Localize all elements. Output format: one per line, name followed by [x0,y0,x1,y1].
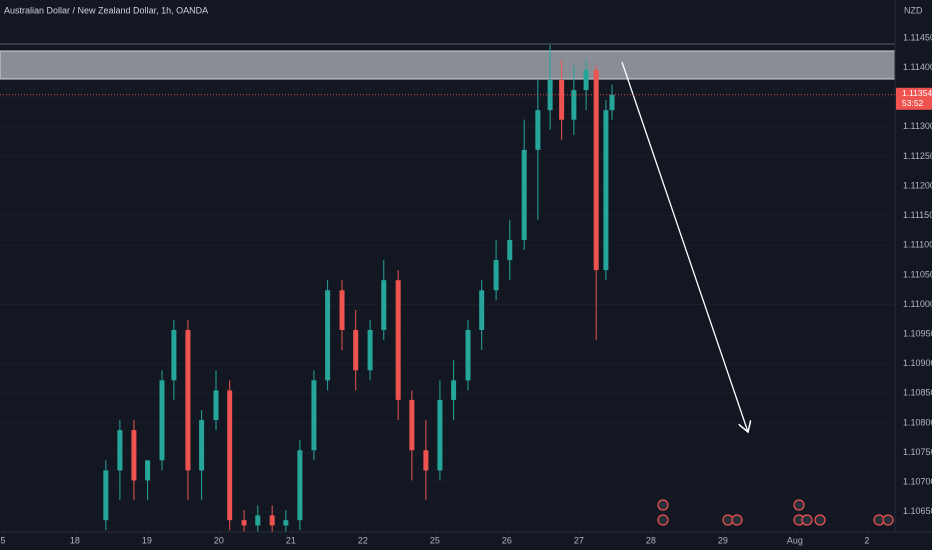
candle-body [423,450,429,471]
candle-body [283,520,289,526]
candle-body [325,290,331,381]
x-tick-label: 29 [718,535,728,545]
y-tick-label: 1.11400 [903,62,932,72]
candle-body [159,380,165,461]
candle-body [117,430,123,471]
candle-body [465,329,471,381]
candle-body [381,280,387,330]
candle-body [255,515,261,526]
candle-body [227,390,233,521]
candle-body [297,450,303,521]
grid [0,37,895,535]
x-tick-label: Aug [787,535,803,545]
candle-body [241,520,247,526]
event-icons [657,499,894,526]
candle-body [199,420,205,471]
candle-body [269,515,275,526]
x-tick-label: 5 [0,535,5,545]
candle-body [131,430,137,481]
chart-title: Australian Dollar / New Zealand Dollar, … [4,5,208,15]
candle-body [145,460,151,481]
candle-body [171,329,177,381]
y-tick-label: 1.10650 [903,506,932,516]
candle-body [559,79,565,120]
x-tick-label: 2 [864,535,869,545]
candle-body [521,149,527,240]
x-tick-label: 27 [574,535,584,545]
candles [103,45,615,532]
y-tick-label: 1.11000 [903,299,932,309]
countdown-label: 53:52 [902,98,924,108]
x-tick-label: 20 [214,535,224,545]
y-tick-label: 1.11100 [903,240,932,250]
candle-body [185,329,191,471]
y-tick-label: 1.11250 [903,151,932,161]
resistance-zone [0,50,896,80]
candle-body [583,69,589,91]
candle-body [103,470,109,521]
x-tick-label: 19 [142,535,152,545]
candle-body [409,399,415,451]
currency-label: NZD [904,5,923,15]
candle-body [311,380,317,451]
candle-body [593,69,599,271]
candle-body [339,290,345,330]
candle-body [395,280,401,400]
x-tick-label: 21 [286,535,296,545]
last-price-label: 1.11354 [902,88,932,98]
candle-body [493,260,499,291]
candle-body [571,90,577,120]
y-tick-label: 1.10700 [903,477,932,487]
y-tick-label: 1.10750 [903,447,932,457]
candle-body [535,110,541,150]
candle-body [507,239,513,261]
y-tick-label: 1.10950 [903,329,932,339]
candle-body [451,380,457,400]
y-tick-label: 1.11150 [903,210,932,220]
candle-body [367,329,373,371]
y-tick-label: 1.10850 [903,388,932,398]
x-tick-label: 26 [502,535,512,545]
y-tick-label: 1.11300 [903,121,932,131]
x-tick-label: 28 [646,535,656,545]
last-price-box [896,87,932,110]
y-tick-label: 1.10800 [903,417,932,427]
y-tick-label: 1.10900 [903,358,932,368]
candle-body [603,110,609,271]
y-tick-label: 1.11200 [903,180,932,190]
candle-body [547,79,553,111]
x-tick-label: 22 [358,535,368,545]
y-tick-label: 1.11450 [903,32,932,42]
candle-body [213,390,219,421]
x-tick-label: 18 [70,535,80,545]
candle-body [479,290,485,330]
axis-labels: 1.10650 1.10700 1.10750 1.10800 1.10850 1.109… [0,32,932,545]
candle-body [609,94,615,111]
arrow [621,61,748,432]
candle-body [437,399,443,471]
x-tick-label: 25 [430,535,440,545]
candle-body [353,329,359,371]
y-tick-label: 1.11050 [903,269,932,279]
